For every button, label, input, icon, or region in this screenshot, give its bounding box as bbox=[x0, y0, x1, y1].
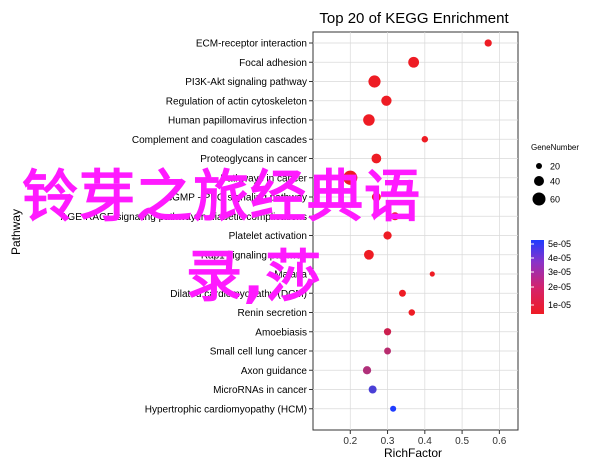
size-legend-dot bbox=[536, 163, 542, 169]
data-point bbox=[399, 289, 406, 297]
color-legend-label: 1e-05 bbox=[548, 300, 571, 310]
size-legend-label: 60 bbox=[550, 195, 560, 205]
y-tick-label: Platelet activation bbox=[229, 231, 307, 242]
data-point bbox=[391, 212, 399, 221]
y-tick-label: Hypertrophic cardiomyopathy (HCM) bbox=[145, 404, 307, 415]
y-tick-label: Human papillomavirus infection bbox=[168, 116, 307, 127]
y-tick-label: MicroRNAs in cancer bbox=[213, 385, 308, 396]
data-point bbox=[383, 231, 392, 240]
data-point bbox=[383, 328, 392, 336]
color-legend-label: 4e-05 bbox=[548, 253, 571, 263]
color-legend: 1e-05 2e-05 3e-05 4e-05 5e-05 bbox=[531, 239, 571, 314]
color-legend-bar bbox=[531, 240, 544, 314]
color-legend-label: 5e-05 bbox=[548, 239, 571, 249]
data-point bbox=[368, 75, 381, 88]
data-point bbox=[429, 271, 435, 277]
size-legend-title: GeneNumber bbox=[531, 143, 579, 152]
y-axis-ticks: ECM-receptor interaction Focal adhesion PI… bbox=[61, 39, 313, 415]
data-point bbox=[421, 135, 429, 143]
data-point bbox=[384, 347, 391, 355]
data-point bbox=[408, 309, 416, 316]
y-tick-label: AGE-RAGE signaling pathway in diabetic c… bbox=[61, 212, 307, 223]
data-point bbox=[343, 170, 358, 185]
y-tick-label: Renin secretion bbox=[238, 308, 307, 319]
x-tick-label: 0.3 bbox=[381, 436, 395, 447]
data-point bbox=[368, 385, 377, 394]
data-point bbox=[371, 192, 381, 202]
color-legend-label: 3e-05 bbox=[548, 267, 571, 277]
x-tick-label: 0.6 bbox=[492, 436, 506, 447]
y-tick-label: Axon guidance bbox=[241, 366, 308, 377]
y-tick-label: Malaria bbox=[274, 270, 307, 281]
y-tick-label: Small cell lung cancer bbox=[210, 347, 308, 358]
y-axis-label: Pathway bbox=[9, 209, 23, 255]
x-axis-label: RichFactor bbox=[384, 446, 442, 460]
y-tick-label: Pathways in cancer bbox=[220, 173, 307, 184]
y-tick-label: Focal adhesion bbox=[239, 58, 307, 69]
x-tick-label: 0.4 bbox=[418, 436, 432, 447]
y-tick-label: Rap1 signaling pathway bbox=[201, 250, 307, 261]
x-tick-label: 0.2 bbox=[343, 436, 357, 447]
x-axis-ticks: 0.2 0.3 0.4 0.5 0.6 bbox=[343, 430, 507, 447]
y-tick-label: Proteoglycans in cancer bbox=[200, 154, 307, 165]
x-tick-label: 0.5 bbox=[455, 436, 469, 447]
plot-area bbox=[312, 31, 519, 431]
y-tick-label: cGMP - PKG signaling pathway bbox=[167, 193, 307, 204]
size-legend-label: 40 bbox=[550, 177, 560, 187]
chart-title: Top 20 of KEGG Enrichment bbox=[319, 10, 509, 27]
data-point bbox=[362, 366, 372, 375]
data-point bbox=[363, 114, 375, 126]
size-legend-dot bbox=[532, 192, 546, 206]
data-point bbox=[484, 39, 492, 47]
y-tick-label: Complement and coagulation cascades bbox=[132, 135, 307, 146]
data-point bbox=[390, 405, 397, 412]
data-points bbox=[343, 39, 492, 412]
y-tick-label: Amoebiasis bbox=[255, 327, 307, 338]
overlay-text-line-2: 录,莎 bbox=[186, 245, 323, 310]
y-tick-label: PI3K-Akt signaling pathway bbox=[185, 77, 307, 88]
size-legend-label: 20 bbox=[550, 162, 560, 172]
grid bbox=[313, 32, 518, 430]
data-point bbox=[381, 95, 392, 106]
size-legend: GeneNumber 20 40 60 bbox=[531, 143, 579, 206]
data-point bbox=[371, 153, 382, 164]
data-point bbox=[408, 56, 420, 68]
y-tick-label: ECM-receptor interaction bbox=[196, 39, 307, 50]
y-tick-label: Regulation of actin cytoskeleton bbox=[166, 96, 307, 107]
overlay-text-line-1: 铃芽之旅经典语 bbox=[22, 165, 421, 230]
color-legend-label: 2e-05 bbox=[548, 282, 571, 292]
y-tick-label: Dilated cardiomyopathy (DCM) bbox=[170, 289, 307, 300]
data-point bbox=[364, 249, 374, 260]
size-legend-dot bbox=[534, 176, 544, 186]
